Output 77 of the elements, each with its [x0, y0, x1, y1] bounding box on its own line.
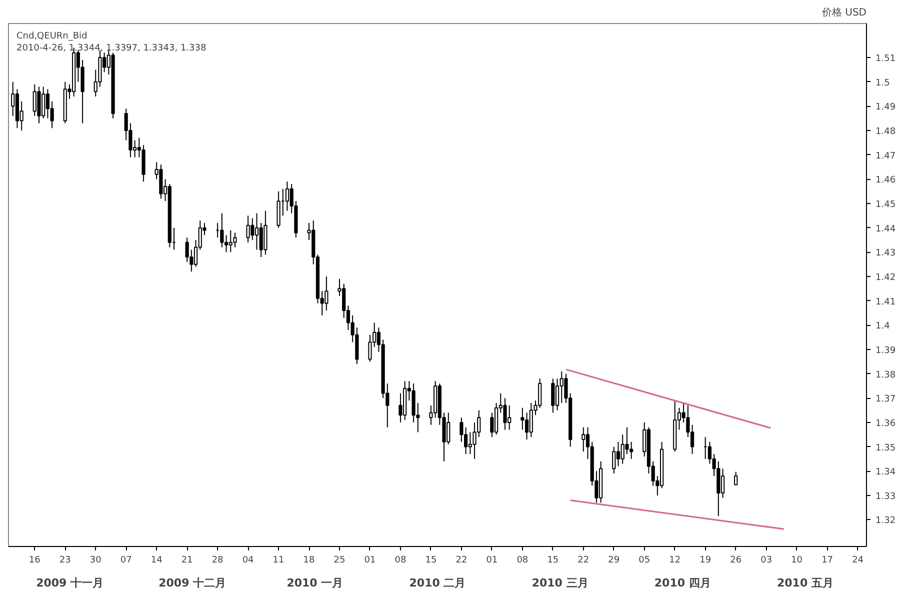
y-tick-label: 1.43	[876, 248, 896, 259]
x-tick-label: 22	[456, 556, 468, 566]
x-tick-label: 21	[181, 556, 193, 566]
candlestick	[324, 276, 328, 312]
x-tick-label: 29	[608, 556, 620, 566]
y-tick-label: 1.36	[876, 418, 896, 429]
y-tick-label: 1.47	[876, 151, 896, 162]
x-tick-label: 14	[150, 556, 163, 566]
text: 2009 十二月	[158, 576, 226, 590]
x-tick-label: 19	[700, 556, 712, 566]
text: 2010 二月	[409, 576, 466, 590]
text: 2010 一月	[286, 576, 344, 590]
candlestick	[46, 88, 50, 119]
candlestick	[185, 237, 189, 262]
text: 2010 三月	[532, 576, 588, 590]
x-tick-label: 24	[852, 556, 864, 566]
candlestick	[254, 212, 259, 250]
x-tick-label: 16	[28, 556, 41, 566]
y-tick-label: 1.42	[876, 272, 896, 283]
x-tick-label: 07	[120, 556, 132, 566]
y-tick-label: 1.39	[876, 346, 896, 356]
y-tick-label: 1.34	[876, 468, 896, 478]
y-tick-label: 1.5	[876, 78, 890, 88]
x-tick-label: 25	[334, 556, 346, 566]
candlestick	[734, 471, 738, 486]
y-tick-label: 1.41	[876, 297, 896, 308]
y-tick-label: 1.49	[876, 102, 896, 113]
y-tick-label: 1.32	[876, 516, 896, 526]
x-tick-label: 28	[212, 556, 224, 566]
x-tick-label: 18	[303, 556, 316, 566]
x-tick-label: 26	[730, 556, 742, 566]
x-tick-label: 01	[486, 556, 498, 566]
candlestick	[233, 232, 237, 248]
y-tick-label: 1.51	[876, 54, 896, 64]
text: 2009 十一月	[36, 576, 104, 590]
x-tick-label: 17	[822, 556, 834, 566]
candlestick	[612, 446, 616, 474]
text: 2010-4-26, 1.3344, 1.3397, 1.3343, 1.338	[16, 44, 206, 54]
x-tick-label: 15	[425, 556, 437, 566]
y-tick-label: 1.33	[876, 492, 896, 502]
candlestick	[220, 212, 224, 248]
y-tick-label: 1.46	[876, 176, 896, 186]
text: Cnd,QEURn_Bid	[16, 32, 88, 42]
y-tick-label: 1.48	[876, 127, 896, 138]
y-tick-label: 1.4	[876, 322, 890, 332]
y-tick-label: 1.44	[876, 224, 896, 234]
x-tick-label: 10	[791, 556, 803, 566]
text: 2010 五月	[776, 576, 834, 590]
x-tick-label: 11	[272, 556, 284, 566]
y-tick-label: 1.35	[876, 443, 896, 454]
candlestick	[616, 441, 620, 467]
candlestick	[246, 215, 250, 243]
text: 2010 四月	[654, 576, 711, 590]
x-tick-label: 08	[394, 556, 406, 566]
candlestick	[368, 334, 372, 362]
x-tick-label: 30	[90, 556, 102, 566]
x-tick-label: 15	[547, 556, 559, 566]
y-tick-label: 1.45	[876, 200, 896, 210]
candlestick	[551, 378, 555, 414]
y-axis-title: 价格 USD	[820, 6, 867, 18]
y-tick-label: 1.38	[876, 370, 896, 380]
candlestick	[582, 426, 586, 452]
x-tick-label: 04	[242, 556, 254, 566]
x-tick-label: 08	[516, 556, 528, 566]
candlestick	[524, 412, 529, 440]
candlestick	[285, 181, 290, 212]
x-tick-label: 05	[638, 556, 650, 566]
x-tick-label: 03	[760, 556, 772, 566]
candlestick	[520, 407, 524, 430]
candlestick	[720, 468, 725, 498]
y-tick-label: 1.37	[876, 394, 896, 405]
x-tick-label: 12	[669, 556, 681, 566]
x-tick-label: 23	[59, 556, 71, 566]
x-tick-label: 01	[364, 556, 376, 566]
candlestick	[503, 398, 507, 430]
candlestick	[555, 378, 560, 411]
x-tick-label: 22	[578, 556, 590, 566]
